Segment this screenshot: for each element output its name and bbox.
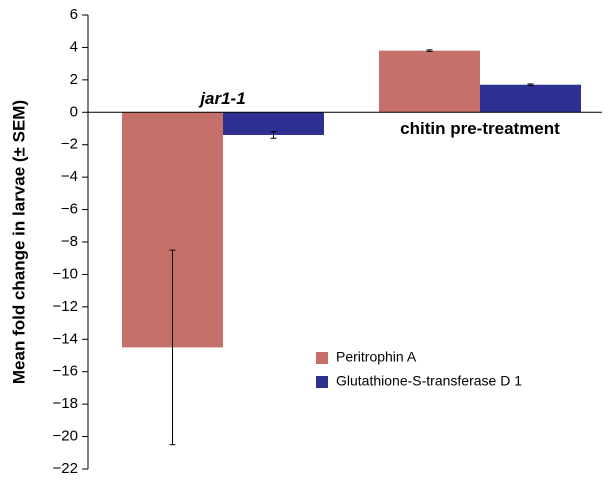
y-tick-label: 0 bbox=[70, 103, 78, 120]
y-tick-label: 4 bbox=[70, 38, 78, 55]
y-tick-label: −6 bbox=[61, 201, 78, 218]
legend-swatch bbox=[316, 352, 328, 364]
y-tick-label: −10 bbox=[53, 265, 78, 282]
bar bbox=[379, 50, 480, 113]
y-tick-label: −18 bbox=[53, 395, 78, 412]
legend-label: Peritrophin A bbox=[336, 349, 417, 365]
y-tick-label: −2 bbox=[61, 136, 78, 153]
legend-label: Glutathione-S-transferase D 1 bbox=[336, 373, 522, 389]
y-tick-label: −8 bbox=[61, 233, 78, 250]
y-tick-label: −12 bbox=[53, 298, 78, 315]
y-tick-label: −22 bbox=[53, 460, 78, 477]
y-tick-label: −14 bbox=[53, 330, 78, 347]
y-tick-label: −4 bbox=[61, 168, 78, 185]
bar bbox=[480, 84, 581, 113]
y-axis-label: Mean fold change in larvae (± SEM) bbox=[9, 100, 28, 384]
y-tick-label: 6 bbox=[70, 6, 78, 23]
legend-swatch bbox=[316, 376, 328, 388]
y-tick-label: 2 bbox=[70, 71, 78, 88]
bar bbox=[223, 112, 324, 135]
category-label: jar1-1 bbox=[198, 89, 245, 108]
category-label: chitin pre-treatment bbox=[400, 119, 560, 138]
y-tick-label: −20 bbox=[53, 428, 78, 445]
y-tick-label: −16 bbox=[53, 363, 78, 380]
